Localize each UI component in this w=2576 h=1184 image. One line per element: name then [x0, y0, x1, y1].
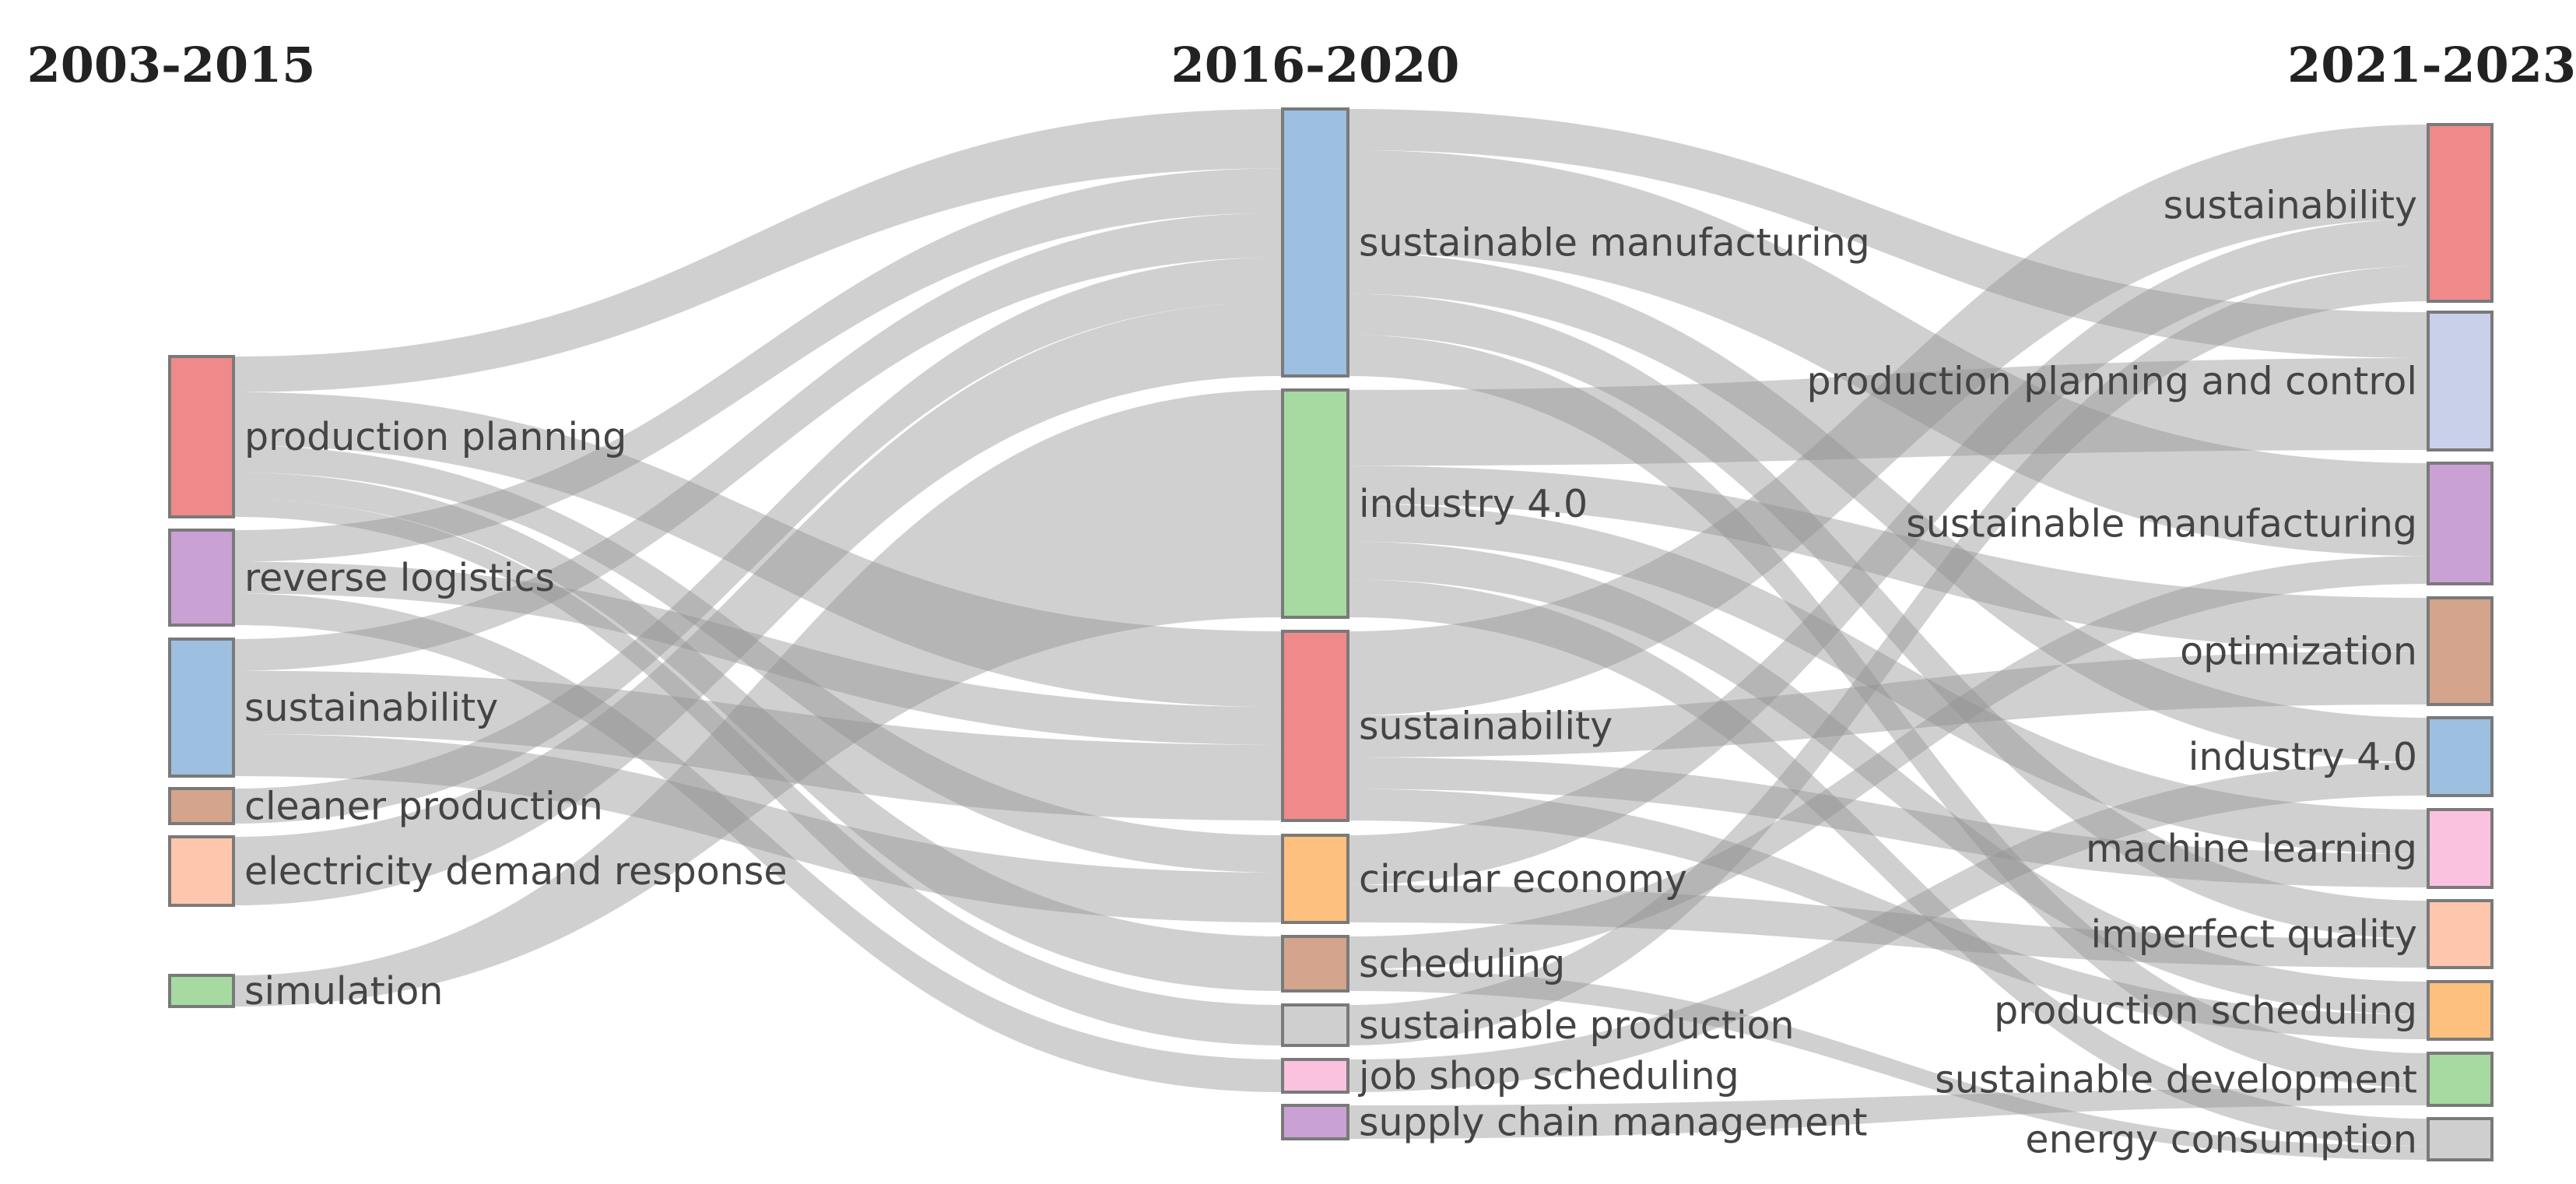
node-label-a_su: sustainability [244, 686, 498, 730]
node-b_su [1281, 630, 1349, 822]
flow-b_i4-to-c_ppc [1348, 358, 2428, 466]
node-label-b_sc: scheduling [1359, 942, 1565, 986]
flow-b_sc-to-c_sm [1348, 556, 2428, 969]
node-label-c_op: optimization [2180, 630, 2417, 674]
node-a_pp [168, 355, 235, 518]
flow-b_i4-to-c_ml [1348, 504, 2428, 855]
node-layer [168, 107, 2494, 1161]
node-a_su [168, 638, 235, 778]
flow-b_i4-to-c_op [1348, 466, 2428, 652]
node-label-a_rl: reverse logistics [244, 556, 555, 600]
flow-a_si-to-b_i4 [233, 390, 1283, 1007]
node-a_cp [168, 787, 235, 825]
node-label-a_ed: electricity demand response [244, 849, 787, 894]
node-b_sm [1281, 107, 1349, 378]
flow-b_i4-to-c_ps [1348, 541, 2428, 1015]
node-label-b_sm: sustainable manufacturing [1359, 221, 1870, 265]
flow-a_cp-to-b_sm [233, 257, 1283, 824]
node-c_su [2427, 123, 2494, 303]
node-c_sd [2427, 1052, 2494, 1107]
node-a_si [168, 974, 235, 1008]
node-label-c_ppc: production planning and control [1806, 360, 2417, 404]
flow-a_pp-to-b_ce [233, 445, 1283, 873]
node-c_ps [2427, 980, 2494, 1041]
flow-b_sm-to-c_iq [1348, 293, 2428, 940]
flow-b_su-to-c_su [1348, 125, 2428, 715]
node-a_rl [168, 529, 235, 627]
flow-b_js-to-c_i4 [1348, 762, 2428, 1092]
period-title-2003-2015: 2003-2015 [27, 37, 316, 93]
flow-b_sm-to-c_sd [1348, 335, 2428, 1088]
flow-b_su-to-c_op [1348, 651, 2428, 757]
node-b_scm [1281, 1104, 1349, 1140]
flow-a_pp-to-b_sm [233, 109, 1283, 392]
period-title-2021-2023: 2021-2023 [2287, 37, 2576, 93]
flow-b_ce-to-c_iq [1348, 885, 2428, 968]
node-label-a_pp: production planning [244, 415, 626, 459]
node-c_ec [2427, 1117, 2494, 1161]
node-b_js [1281, 1058, 1349, 1094]
flow-b_sm-to-c_i4 [1348, 252, 2428, 763]
node-label-c_iq: imperfect quality [2091, 912, 2418, 957]
node-label-c_ps: production scheduling [1994, 989, 2417, 1033]
node-c_i4 [2427, 716, 2494, 797]
period-title-2016-2020: 2016-2020 [1171, 37, 1460, 93]
flow-a_pp-to-b_sc [233, 472, 1283, 991]
node-c_iq [2427, 899, 2494, 969]
flow-b_scm-to-c_sd [1348, 1087, 2428, 1139]
flow-a_su-to-b_sm [233, 213, 1283, 671]
node-b_sc [1281, 935, 1349, 993]
node-label-c_sd: sustainable development [1935, 1058, 2417, 1102]
flow-b_i4-to-c_ec [1348, 579, 2428, 1147]
node-b_i4 [1281, 388, 1349, 619]
flow-b_sp-to-c_su [1348, 265, 2428, 1046]
node-c_ppc [2427, 311, 2494, 451]
node-label-c_sm: sustainable manufacturing [1906, 502, 2417, 546]
flow-a_su-to-b_su [233, 670, 1283, 820]
flow-a_rl-to-b_sm [233, 168, 1283, 562]
flow-b_su-to-c_ml [1348, 757, 2428, 887]
node-label-b_js: job shop scheduling [1358, 1054, 1739, 1098]
flow-b_sm-to-c_ppc [1348, 109, 2428, 358]
flow-b_su-to-c_ps [1348, 789, 2428, 1039]
node-label-b_su: sustainability [1359, 704, 1613, 749]
node-label-c_su: sustainability [2164, 184, 2417, 228]
node-label-a_si: simulation [244, 969, 443, 1014]
node-label-c_i4: industry 4.0 [2188, 735, 2417, 779]
flow-a_pp-to-b_sp [233, 499, 1283, 1045]
flow-b_ce-to-c_su [1348, 219, 2428, 886]
node-c_op [2427, 596, 2494, 706]
node-label-c_ml: machine learning [2086, 827, 2417, 871]
label-layer: production planning reverse logistics sust… [244, 184, 2417, 1162]
node-b_sp [1281, 1003, 1349, 1047]
node-label-b_scm: supply chain management [1359, 1101, 1868, 1145]
flow-a_su-to-b_ce [233, 733, 1283, 922]
flow-a_pp-to-b_su [233, 392, 1283, 708]
flow-a_rl-to-b_js [233, 593, 1283, 1092]
flow-b_sm-to-c_sm [1348, 149, 2428, 557]
node-b_ce [1281, 834, 1349, 924]
node-label-c_ec: energy consumption [2025, 1118, 2417, 1162]
node-label-b_sp: sustainable production [1359, 1003, 1795, 1048]
flow-a_rl-to-b_su [233, 561, 1283, 745]
node-label-b_ce: circular economy [1359, 857, 1687, 901]
flow-layer [233, 109, 2428, 1160]
node-c_sm [2427, 462, 2494, 585]
node-label-b_i4: industry 4.0 [1359, 482, 1588, 526]
node-a_ed [168, 835, 235, 907]
flow-a_ed-to-b_sm [233, 301, 1283, 905]
node-c_ml [2427, 808, 2494, 889]
node-label-a_cp: cleaner production [244, 785, 603, 829]
flow-b_sc-to-c_ec [1348, 969, 2428, 1160]
